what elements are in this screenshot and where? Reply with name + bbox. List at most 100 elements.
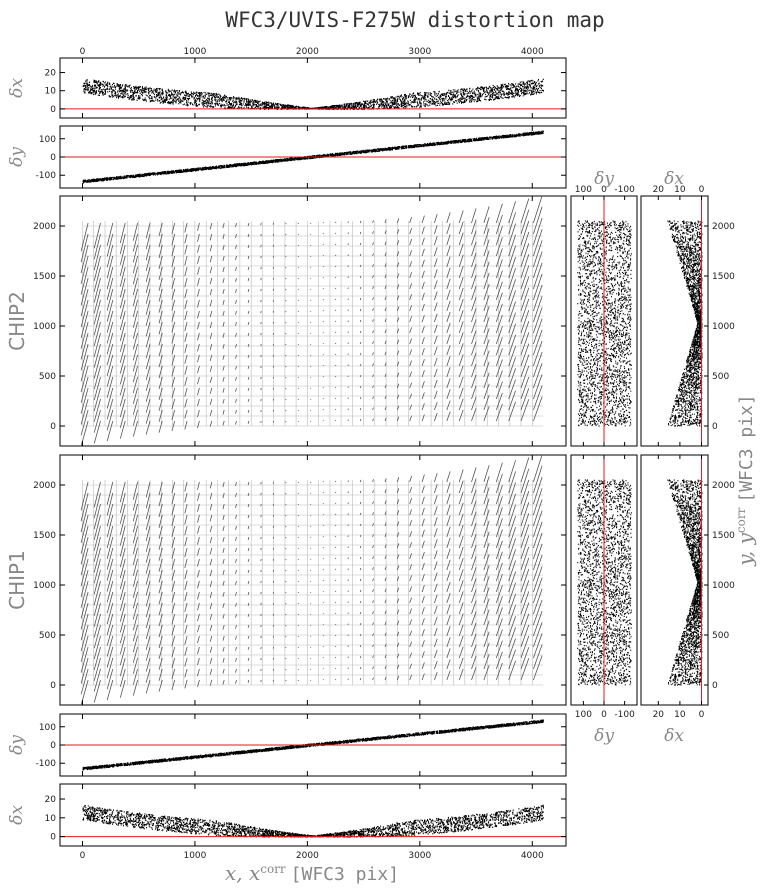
chip1-dx-bottom-label: δx — [664, 726, 684, 746]
chip2-dx-xtick-label-0: 20 — [653, 185, 665, 195]
chip1-dx-ytick-label-1: 500 — [712, 631, 729, 641]
chip1-dx-ytick-label-3: 1500 — [712, 531, 735, 541]
bottom-dy-ylabel: δy — [7, 735, 27, 755]
top-dx-ytick-label-2: 20 — [45, 69, 57, 79]
bottom-dy-ytick-label-1: 0 — [50, 741, 56, 751]
bottom-dx-points — [82, 804, 544, 838]
bottom-dx-ylabel-text: δx — [7, 805, 27, 825]
chip2-label-text: CHIP2 — [5, 291, 29, 351]
vector-layer — [80, 195, 543, 706]
chip2-vectors — [80, 195, 543, 447]
bottom-dy-ytick-label-2: 100 — [39, 723, 56, 733]
top-dy-ylabel-text: δy — [7, 147, 27, 167]
reference-lines-layer — [60, 108, 703, 838]
chip1-ytick-label-1: 500 — [39, 631, 56, 641]
chip2-dy-xtick-label-0: 100 — [575, 185, 592, 195]
top-dx-xtick-label-3: 3000 — [408, 47, 431, 57]
top-dx-xtick-label-4: 4000 — [521, 47, 544, 57]
chip1-dx-ytick-label-0: 0 — [712, 681, 718, 691]
chip2-label: CHIP2 — [5, 291, 29, 351]
chip2-ytick-label-3: 1500 — [33, 272, 56, 282]
top-dx-ylabel-text: δx — [7, 78, 27, 98]
chip2-dx-ytick-label-0: 0 — [712, 422, 718, 432]
chip1-dy-bottom-label: δy — [594, 726, 614, 746]
bottom-dx-xtick-label-4: 4000 — [521, 851, 544, 861]
chip1-label-text: CHIP1 — [5, 550, 29, 610]
bottom-dx-xtick-label-2: 2000 — [296, 851, 319, 861]
top-dy-ytick-label-2: 100 — [39, 135, 56, 145]
chip1-ytick-label-3: 1500 — [33, 531, 56, 541]
top-dx-ytick-label-1: 10 — [45, 87, 57, 97]
top-dx-xtick-label-1: 1000 — [183, 47, 206, 57]
panel-chip1-dx-frame — [640, 454, 709, 706]
chip1-dx-ytick-label-4: 2000 — [712, 481, 735, 491]
chip1-dx-xtick-label-0: 20 — [653, 710, 665, 720]
chip1-dy-xtick-label-2: -100 — [614, 710, 635, 720]
chip2-dx-ytick-label-3: 1500 — [712, 272, 735, 282]
top-dx-xtick-label-2: 2000 — [296, 47, 319, 57]
bottom-dy-ylabel-text: δy — [7, 735, 27, 755]
bottom-dx-ytick-label-0: 0 — [50, 833, 56, 843]
top-dy-ytick-label-0: -100 — [36, 171, 57, 181]
chip1-label: CHIP1 — [5, 550, 29, 610]
chip1-dx-xtick-label-1: 10 — [674, 710, 686, 720]
chip1-grid — [82, 479, 544, 686]
bottom-dx-ytick-label-1: 10 — [45, 814, 57, 824]
chip1-ytick-label-0: 0 — [50, 681, 56, 691]
panel-chip2-frame — [59, 195, 567, 447]
top-dx-ylabel: δx — [7, 78, 27, 98]
top-dx-xtick-label-0: 0 — [80, 47, 86, 57]
chip2-dx-points — [667, 220, 703, 427]
panel-bottom-dx-frame — [59, 783, 567, 847]
chip-grid-layer — [82, 220, 544, 686]
chip2-dy-top-label: δy — [594, 169, 614, 189]
x-axis-label: x, xcorr [WFC3 pix] — [225, 861, 399, 885]
top-dy-points — [82, 130, 544, 184]
y-axis-label-unit: [WFC3 pix] — [736, 394, 757, 502]
chip2-ytick-label-1: 500 — [39, 372, 56, 382]
chip2-dy-xtick-label-1: 0 — [601, 185, 607, 195]
residual-points-layer — [82, 78, 703, 838]
chip1-dy-xtick-label-1: 0 — [601, 710, 607, 720]
bottom-dx-xtick-label-3: 3000 — [408, 851, 431, 861]
top-dx-ytick-label-0: 0 — [50, 105, 56, 115]
panel-chip1-frame — [59, 454, 567, 706]
bottom-dy-ytick-label-0: -100 — [36, 759, 57, 769]
chip2-dx-ytick-label-2: 1000 — [712, 322, 735, 332]
panel-top-dx-frame — [59, 57, 567, 119]
x-axis-label-var: x, x — [225, 861, 260, 885]
figure-title: WFC3/UVIS-F275W distortion map — [225, 8, 604, 32]
bottom-dx-xtick-label-0: 0 — [80, 851, 86, 861]
chip1-dx-xtick-label-2: 0 — [699, 710, 705, 720]
y-axis-label-var: y, y — [733, 532, 757, 566]
chip2-ytick-label-4: 2000 — [33, 222, 56, 232]
chip2-dx-xtick-label-1: 10 — [674, 185, 686, 195]
chip1-vectors — [80, 454, 543, 706]
bottom-dx-xtick-label-1: 1000 — [183, 851, 206, 861]
top-dy-ylabel: δy — [7, 147, 27, 167]
chip1-dx-ytick-label-2: 1000 — [712, 581, 735, 591]
chip2-grid — [82, 220, 544, 427]
x-axis-label-sup: corr — [260, 862, 286, 876]
chip2-dx-xtick-label-2: 0 — [699, 185, 705, 195]
top-dy-ytick-label-1: 0 — [50, 153, 56, 163]
chip2-dx-ytick-label-4: 2000 — [712, 222, 735, 232]
chip2-dy-xtick-label-2: -100 — [614, 185, 635, 195]
y-axis-label-text: y, ycorr [WFC3 pix] — [733, 394, 757, 566]
chip2-dy-points — [577, 220, 632, 427]
top-dx-points — [82, 78, 544, 110]
chip1-ytick-label-4: 2000 — [33, 481, 56, 491]
y-axis-label: y, ycorr [WFC3 pix] — [733, 394, 757, 566]
chip2-dx-ytick-label-1: 500 — [712, 372, 729, 382]
x-axis-label-unit: [WFC3 pix] — [291, 864, 399, 885]
bottom-dx-ytick-label-2: 20 — [45, 795, 57, 805]
chip2-ytick-label-0: 0 — [50, 422, 56, 432]
chip2-dx-top-label: δx — [664, 169, 684, 189]
chip1-dy-xtick-label-0: 100 — [575, 710, 592, 720]
chip1-ytick-label-2: 1000 — [33, 581, 56, 591]
chip2-ytick-label-2: 1000 — [33, 322, 56, 332]
y-axis-label-sup: corr — [734, 507, 748, 533]
bottom-dx-ylabel: δx — [7, 805, 27, 825]
